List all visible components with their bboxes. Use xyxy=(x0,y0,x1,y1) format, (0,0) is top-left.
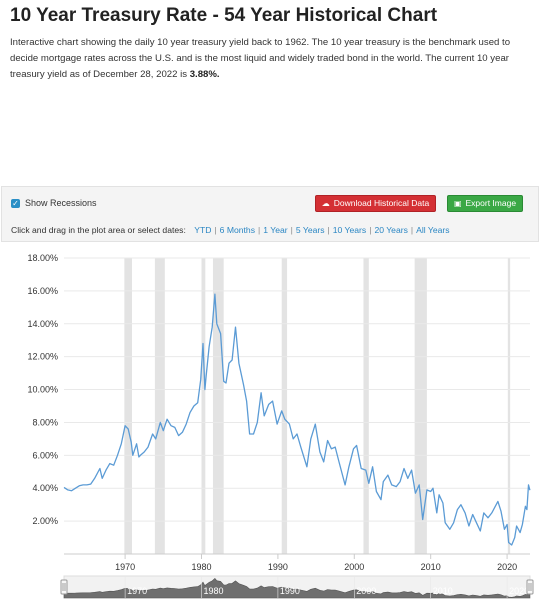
download-historical-data-button[interactable]: ☁ Download Historical Data xyxy=(315,195,436,212)
export-button-label: Export Image xyxy=(465,198,517,208)
treasury-yield-chart[interactable]: 2.00% 4.00% 6.00% 8.00% 10.00% 12.00% 14.00% 16… xyxy=(0,250,540,604)
x-tick-label: 1970 xyxy=(115,562,135,572)
image-icon: ▣ xyxy=(453,199,462,208)
recession-band-1 xyxy=(154,258,165,554)
recession-band-2 xyxy=(201,258,206,554)
show-recessions-label: Show Recessions xyxy=(25,198,97,208)
navigator-left-handle[interactable] xyxy=(60,579,68,595)
x-tick-label: 2010 xyxy=(421,562,441,572)
navigator-area xyxy=(63,577,531,599)
range-20-years[interactable]: 20 Years xyxy=(374,225,408,235)
date-prompt: Click and drag in the plot area or selec… xyxy=(11,225,186,235)
date-range-selector: Click and drag in the plot area or selec… xyxy=(11,225,450,235)
y-tick-label: 4.00% xyxy=(32,483,58,493)
x-tick-label: 2000 xyxy=(344,562,364,572)
navigator-tick-label: 2020 xyxy=(509,586,529,596)
x-tick-label: 1980 xyxy=(191,562,211,572)
intro-paragraph: Interactive chart showing the daily 10 y… xyxy=(10,35,530,83)
x-axis: 1970 1980 1990 2000 2010 2020 xyxy=(64,553,530,572)
navigator-tick-label: 1990 xyxy=(280,586,300,596)
range-1-year[interactable]: 1 Year xyxy=(263,225,288,235)
y-tick-label: 8.00% xyxy=(32,417,58,427)
y-tick-label: 2.00% xyxy=(32,516,58,526)
download-button-label: Download Historical Data xyxy=(333,198,430,208)
navigator-tick-label: 1980 xyxy=(204,586,224,596)
series-layer xyxy=(63,293,531,546)
y-tick-label: 16.00% xyxy=(27,286,58,296)
x-tick-label: 2020 xyxy=(497,562,517,572)
page-title: 10 Year Treasury Rate - 54 Year Historic… xyxy=(10,5,438,26)
y-tick-label: 12.00% xyxy=(27,352,58,362)
chart-toolbar: ✓ Show Recessions ☁ Download Historical … xyxy=(1,186,539,242)
x-tick-label: 1990 xyxy=(268,562,288,572)
range-5-years[interactable]: 5 Years xyxy=(295,225,325,235)
y-tick-label: 6.00% xyxy=(32,450,58,460)
recession-band-5 xyxy=(363,258,369,554)
recession-band-6 xyxy=(414,258,427,554)
range-ytd[interactable]: YTD xyxy=(194,225,212,235)
export-image-button[interactable]: ▣ Export Image xyxy=(447,195,523,212)
current-yield-value: 3.88%. xyxy=(189,69,220,80)
navigator-tick-label: 2000 xyxy=(356,586,376,596)
series-line-0 xyxy=(63,293,531,546)
range-10-years[interactable]: 10 Years xyxy=(332,225,367,235)
show-recessions-toggle[interactable]: ✓ Show Recessions xyxy=(11,198,97,208)
y-tick-label: 14.00% xyxy=(27,319,58,329)
y-tick-label: 10.00% xyxy=(27,385,58,395)
y-axis-labels: 2.00% 4.00% 6.00% 8.00% 10.00% 12.00% 14.00% 16… xyxy=(27,253,58,526)
recession-band-0 xyxy=(124,258,132,554)
cloud-download-icon: ☁ xyxy=(321,199,330,208)
recession-band-7 xyxy=(507,258,511,554)
intro-text: Interactive chart showing the daily 10 y… xyxy=(10,37,511,80)
recession-band-4 xyxy=(281,258,288,554)
navigator-tick-label: 1970 xyxy=(127,586,147,596)
recession-band-3 xyxy=(212,258,224,554)
navigator-right-handle[interactable] xyxy=(526,579,534,595)
range-navigator[interactable]: 1970 1980 1990 2000 2010 2020 xyxy=(60,575,534,599)
navigator-tick-label: 2010 xyxy=(433,586,453,596)
check-icon[interactable]: ✓ xyxy=(11,198,20,208)
grid-lines xyxy=(64,257,530,522)
recession-bands xyxy=(124,258,511,554)
range-6-months[interactable]: 6 Months xyxy=(219,225,256,235)
range-all-years[interactable]: All Years xyxy=(416,225,450,235)
y-tick-label: 18.00% xyxy=(27,253,58,263)
